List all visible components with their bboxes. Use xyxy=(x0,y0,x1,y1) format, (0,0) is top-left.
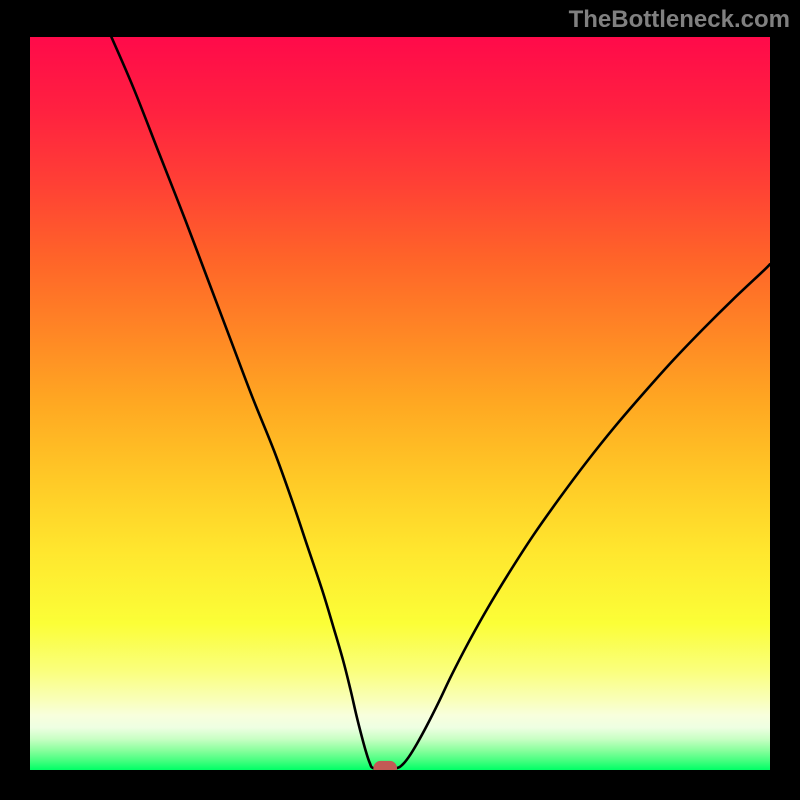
plot-area xyxy=(30,37,770,770)
gradient-background xyxy=(30,37,770,770)
watermark-text: TheBottleneck.com xyxy=(569,6,790,34)
chart-container: TheBottleneck.com xyxy=(0,0,800,800)
optimal-point-marker xyxy=(373,761,397,770)
